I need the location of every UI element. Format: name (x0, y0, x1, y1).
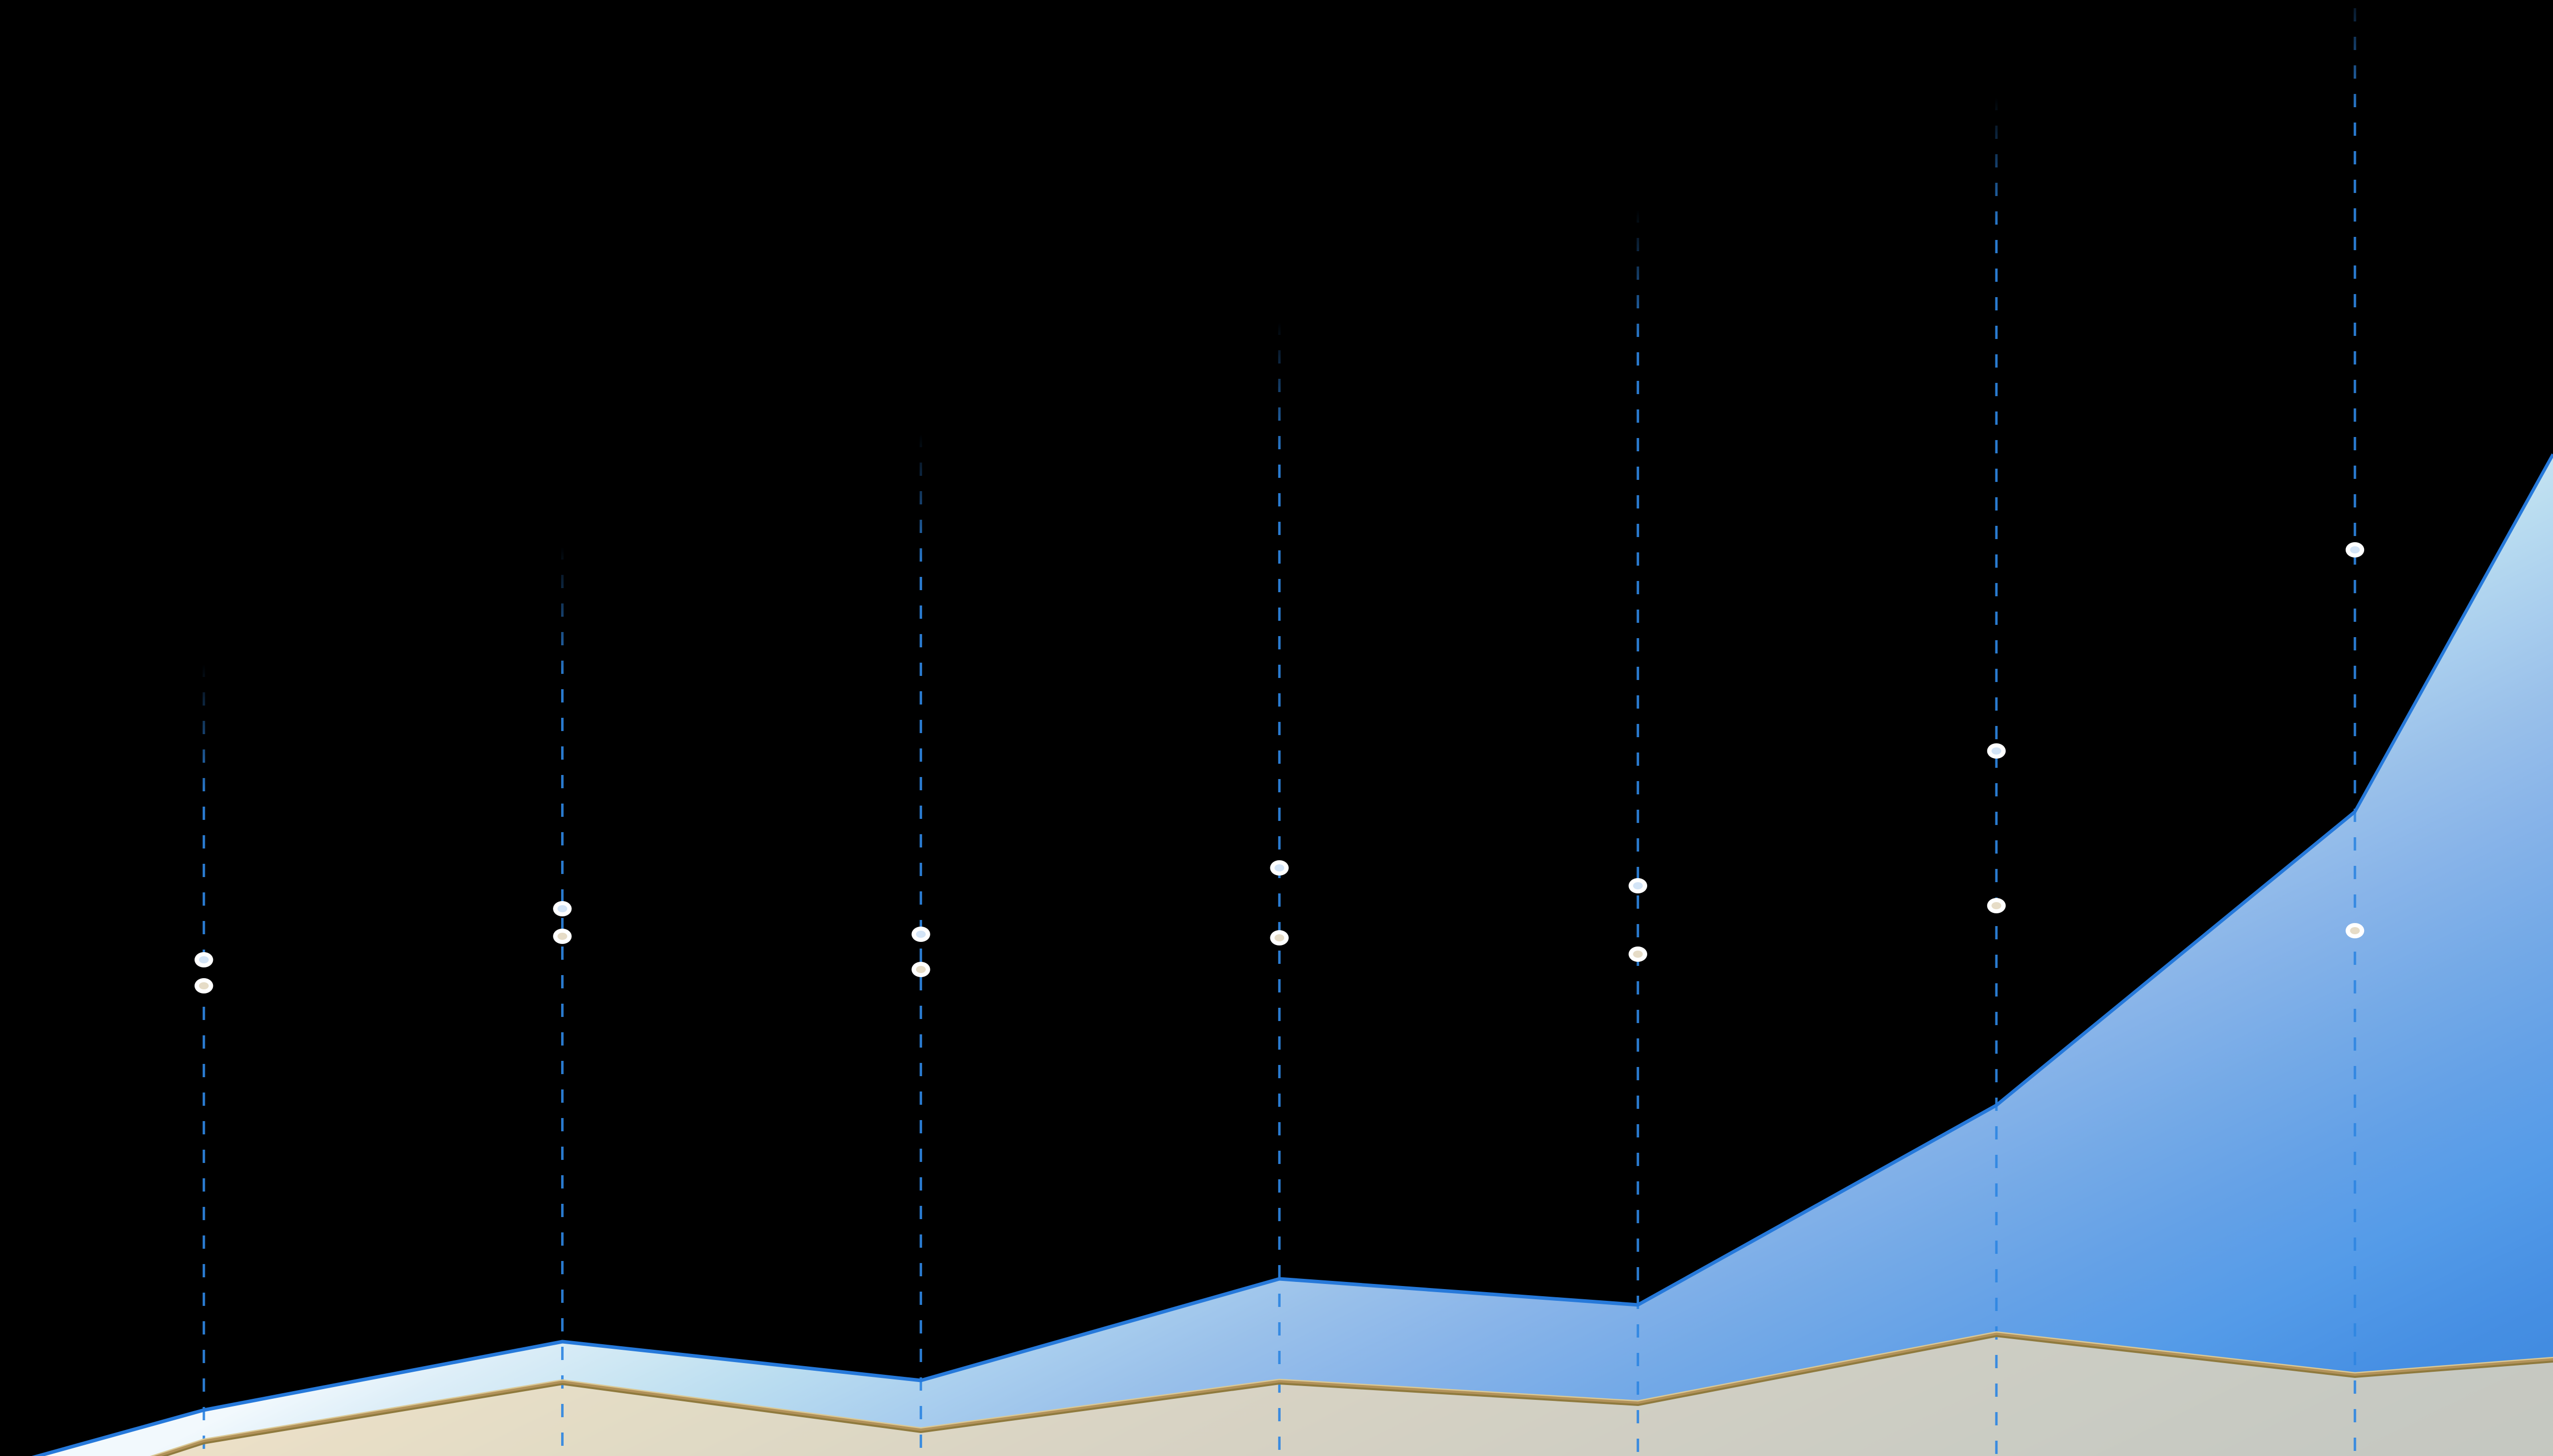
marker-center (1274, 934, 1285, 941)
marker-center (199, 982, 209, 989)
marker-center (557, 905, 567, 912)
blue-series-marker[interactable] (1987, 743, 2006, 759)
marker-dots-group (195, 542, 2365, 993)
tan-area-fill (0, 1333, 2553, 1456)
tan-series-marker[interactable] (195, 978, 213, 993)
tan-series-marker[interactable] (2345, 923, 2365, 938)
tan-line (152, 1332, 2553, 1456)
tan-series-marker[interactable] (1987, 898, 2006, 913)
blue-series-marker[interactable] (2345, 542, 2365, 557)
tan-series-marker[interactable] (1270, 930, 1289, 945)
tan-series-marker[interactable] (911, 962, 930, 977)
marker-center (1991, 747, 2002, 755)
tan-line-highlight (150, 1331, 2553, 1456)
guidelines-group (202, 0, 2356, 1456)
marker-center (2350, 927, 2360, 934)
marker-center (1633, 882, 1643, 889)
blue-series-marker[interactable] (911, 927, 930, 942)
blue-series-marker[interactable] (195, 952, 213, 967)
blue-series-marker[interactable] (553, 901, 572, 916)
blue-line (31, 453, 2553, 1456)
tan-series-marker[interactable] (553, 929, 572, 944)
blue-series-marker[interactable] (1628, 878, 1648, 893)
marker-center (2350, 546, 2360, 553)
marker-center (1633, 951, 1643, 958)
marker-center (199, 956, 209, 963)
blue-series-marker[interactable] (1270, 860, 1289, 876)
tan-series-marker[interactable] (1628, 947, 1648, 962)
marker-center (1991, 902, 2002, 909)
blue-area-fill (0, 454, 2553, 1456)
marker-center (1274, 864, 1285, 871)
marker-center (557, 933, 567, 940)
marker-center (916, 931, 926, 938)
marker-center (916, 966, 926, 973)
